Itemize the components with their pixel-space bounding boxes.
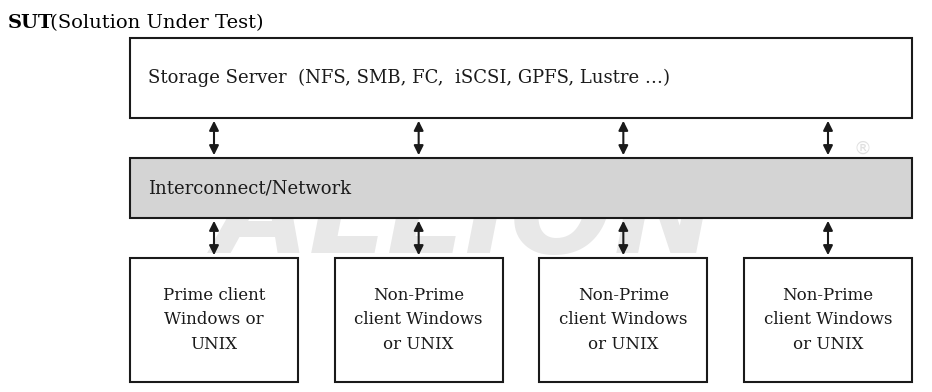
Bar: [130, 158, 912, 218]
Text: ALLION: ALLION: [215, 161, 717, 278]
Text: Storage Server  (NFS, SMB, FC,  iSCSI, GPFS, Lustre …): Storage Server (NFS, SMB, FC, iSCSI, GPF…: [148, 69, 670, 87]
Text: SUT: SUT: [8, 14, 53, 32]
Text: Interconnect/Network: Interconnect/Network: [148, 179, 351, 197]
Bar: [130, 258, 298, 382]
Bar: [744, 258, 912, 382]
Bar: [540, 258, 707, 382]
Text: Non-Prime
client Windows
or UNIX: Non-Prime client Windows or UNIX: [763, 287, 892, 353]
Bar: [130, 38, 912, 118]
Text: ®: ®: [853, 140, 871, 158]
Text: Non-Prime
client Windows
or UNIX: Non-Prime client Windows or UNIX: [559, 287, 688, 353]
Bar: [335, 258, 502, 382]
Text: Non-Prime
client Windows
or UNIX: Non-Prime client Windows or UNIX: [354, 287, 483, 353]
Text: (Solution Under Test): (Solution Under Test): [44, 14, 264, 32]
Text: Prime client
Windows or
UNIX: Prime client Windows or UNIX: [163, 287, 266, 353]
